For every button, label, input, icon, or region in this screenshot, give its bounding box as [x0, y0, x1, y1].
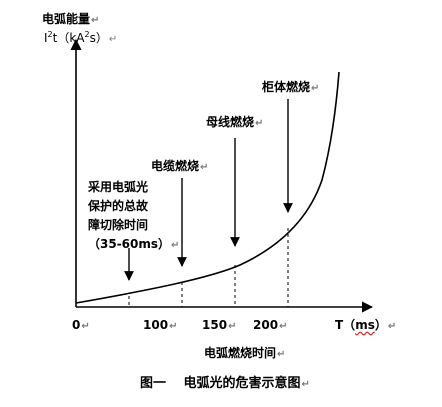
x-axis-title: 电弧燃烧时间↵: [204, 346, 286, 360]
x-axis-unit: T（ms）↵: [335, 318, 397, 332]
y-axis-title: 电弧能量↵: [42, 12, 100, 26]
annotation-busbar-burning: 母线燃烧↵: [206, 115, 264, 129]
annotation-cable-burning: 电缆燃烧↵: [151, 159, 209, 173]
x-tick-100: 100↵: [143, 318, 178, 332]
annotation-cabinet-burning: 柜体燃烧↵: [262, 80, 320, 94]
x-tick-0: 0↵: [72, 318, 90, 332]
annotation-protection-line-2: 保护的总故: [88, 199, 149, 213]
x-tick-150: 150↵: [202, 318, 237, 332]
figure-caption: 图一 电弧光的危害示意图↵: [140, 376, 310, 391]
annotation-protection-line-1: 采用电弧光: [88, 180, 149, 194]
annotation-protection-time: 采用电弧光 保护的总故 障切除时间 （35-60ms）↵: [88, 178, 179, 255]
energy-curve: [75, 71, 340, 304]
x-tick-200: 200↵: [253, 318, 288, 332]
annotation-protection-line-3: 障切除时间: [88, 218, 149, 232]
annotation-protection-range: （35-60ms）↵: [88, 237, 180, 251]
y-axis-unit: I2t（kA2s）↵: [44, 30, 118, 46]
